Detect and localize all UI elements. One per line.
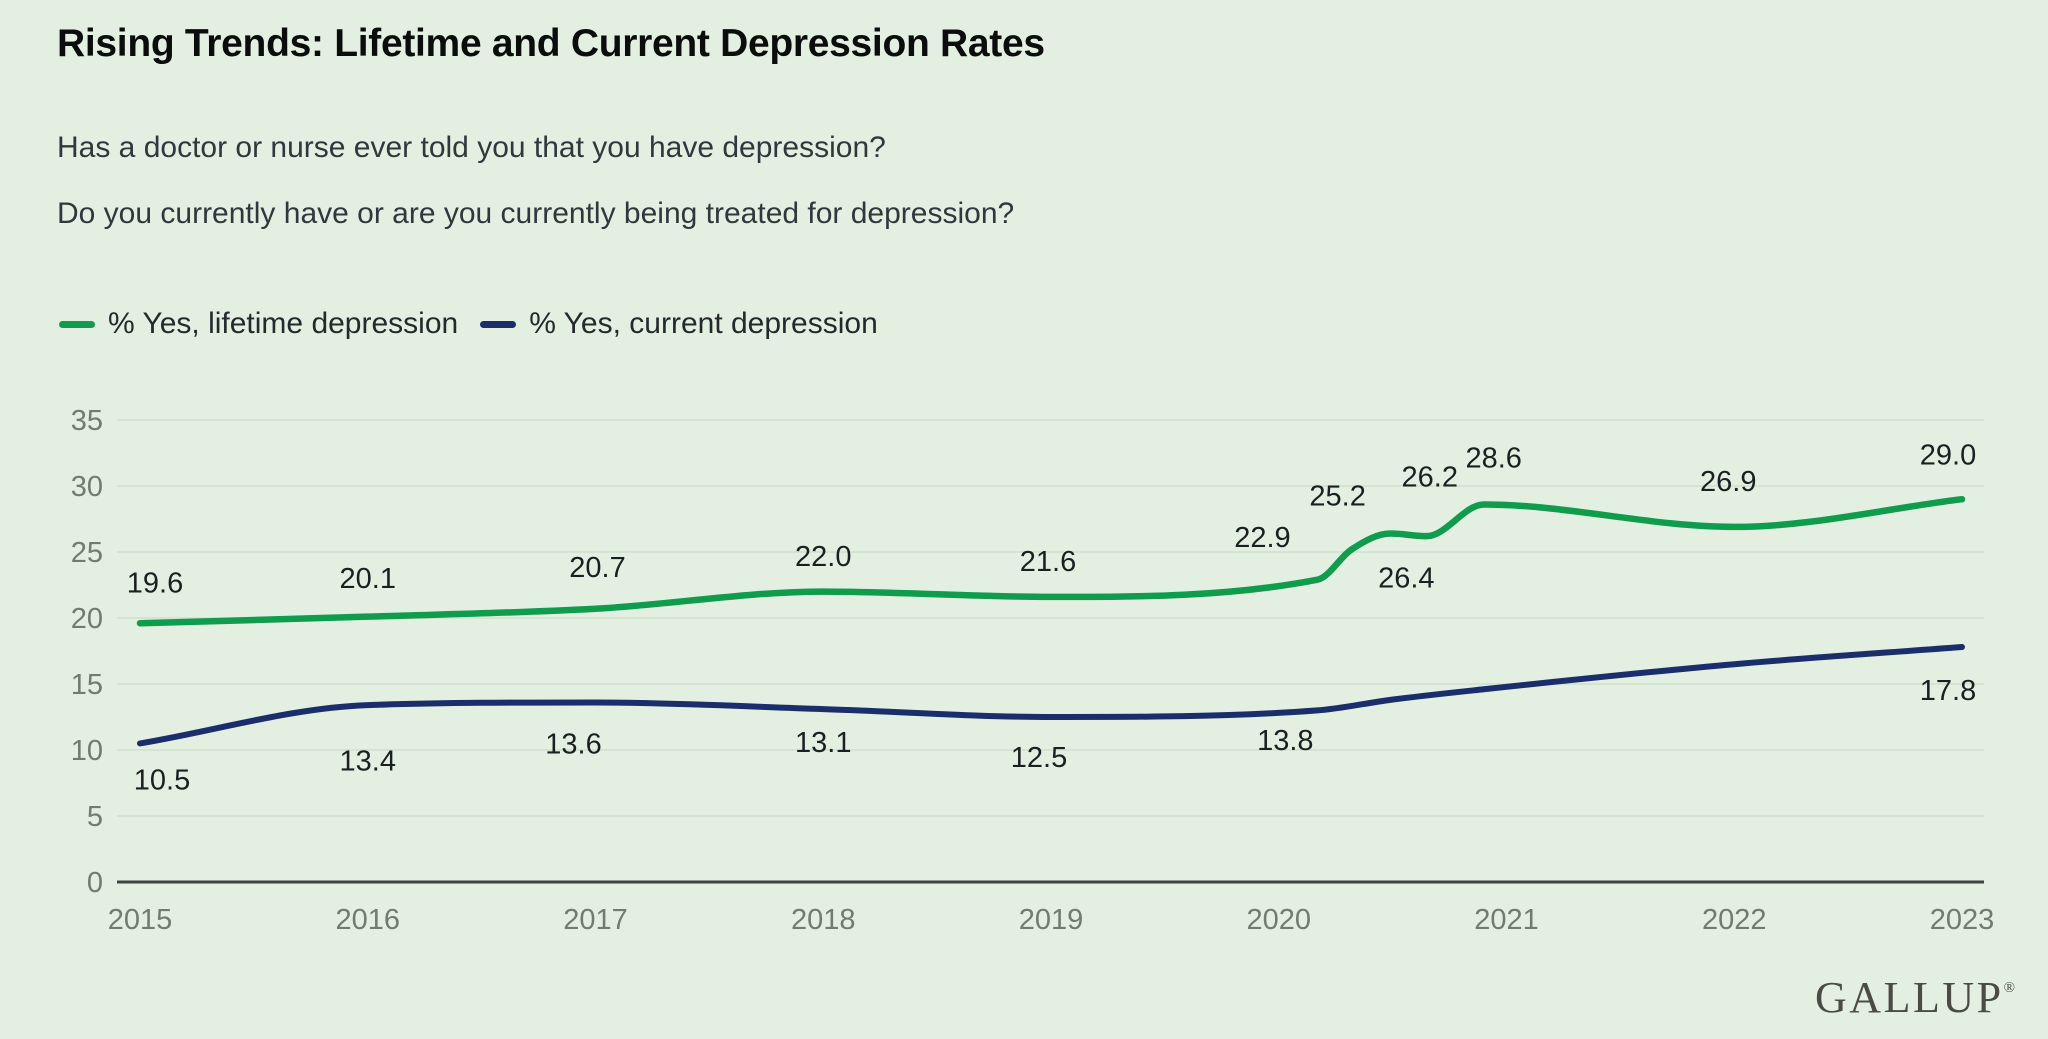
gallup-logo: GALLUP®: [1815, 972, 2015, 1023]
y-tick-label-10: 10: [71, 735, 103, 767]
lifetime-data-label-20.7: 20.7: [569, 552, 625, 584]
lifetime-line-swatch-icon: [59, 320, 95, 328]
lifetime-depression-line-path: [136, 495, 1966, 627]
registered-trademark-icon: ®: [2003, 980, 2015, 996]
lifetime-data-label-28.6: 28.6: [1465, 443, 1521, 475]
x-tick-label-2018: 2018: [791, 904, 856, 936]
x-tick-label-2016: 2016: [335, 904, 400, 936]
page-title: Rising Trends: Lifetime and Current Depr…: [57, 22, 1045, 65]
x-tick-label-2022: 2022: [1702, 904, 1767, 936]
survey-question-1: Has a doctor or nurse ever told you that…: [57, 131, 886, 164]
legend-item-lifetime: % Yes, lifetime depression: [59, 307, 458, 341]
x-tick-label-2020: 2020: [1246, 904, 1311, 936]
y-tick-label-20: 20: [71, 603, 103, 635]
lifetime-data-label-21.6: 21.6: [1020, 546, 1076, 578]
lifetime-data-label-20.1: 20.1: [340, 563, 396, 595]
survey-question-2: Do you currently have or are you current…: [57, 197, 1015, 230]
current-data-label-10.5: 10.5: [134, 765, 190, 797]
lifetime-data-label-26.9: 26.9: [1700, 466, 1756, 498]
current-data-label-13.8: 13.8: [1257, 725, 1313, 757]
lifetime-data-label-22.9: 22.9: [1234, 522, 1290, 554]
x-tick-label-2023: 2023: [1930, 904, 1995, 936]
lifetime-data-label-19.6: 19.6: [127, 567, 183, 599]
x-tick-label-2015: 2015: [108, 904, 173, 936]
gallup-wordmark: GALLUP: [1815, 973, 2004, 1022]
lifetime-data-label-26.4: 26.4: [1378, 563, 1434, 595]
lifetime-data-label-22.0: 22.0: [795, 541, 851, 573]
current-data-label-17.8: 17.8: [1920, 675, 1976, 707]
legend-item-current: % Yes, current depression: [480, 307, 878, 341]
y-tick-label-30: 30: [71, 471, 103, 503]
x-tick-label-2019: 2019: [1019, 904, 1084, 936]
x-tick-label-2021: 2021: [1474, 904, 1539, 936]
y-tick-label-25: 25: [71, 537, 103, 569]
legend-label-lifetime: % Yes, lifetime depression: [108, 307, 459, 340]
x-tick-label-2017: 2017: [563, 904, 628, 936]
current-data-label-13.1: 13.1: [795, 727, 851, 759]
legend-label-current: % Yes, current depression: [529, 307, 878, 340]
current-line-swatch-icon: [480, 320, 517, 328]
y-tick-label-0: 0: [87, 867, 103, 899]
lifetime-data-label-26.2: 26.2: [1402, 461, 1458, 493]
lifetime-data-label-25.2: 25.2: [1309, 481, 1365, 513]
current-depression-line-path: [137, 644, 1965, 747]
y-tick-label-15: 15: [71, 669, 103, 701]
current-data-label-13.6: 13.6: [545, 729, 601, 761]
y-tick-label-35: 35: [71, 405, 103, 437]
y-tick-label-5: 5: [87, 801, 103, 833]
current-data-label-12.5: 12.5: [1011, 742, 1067, 774]
chart-legend: % Yes, lifetime depression % Yes, curren…: [59, 307, 878, 341]
current-data-label-13.4: 13.4: [340, 745, 396, 777]
lifetime-data-label-29.0: 29.0: [1920, 439, 1976, 471]
